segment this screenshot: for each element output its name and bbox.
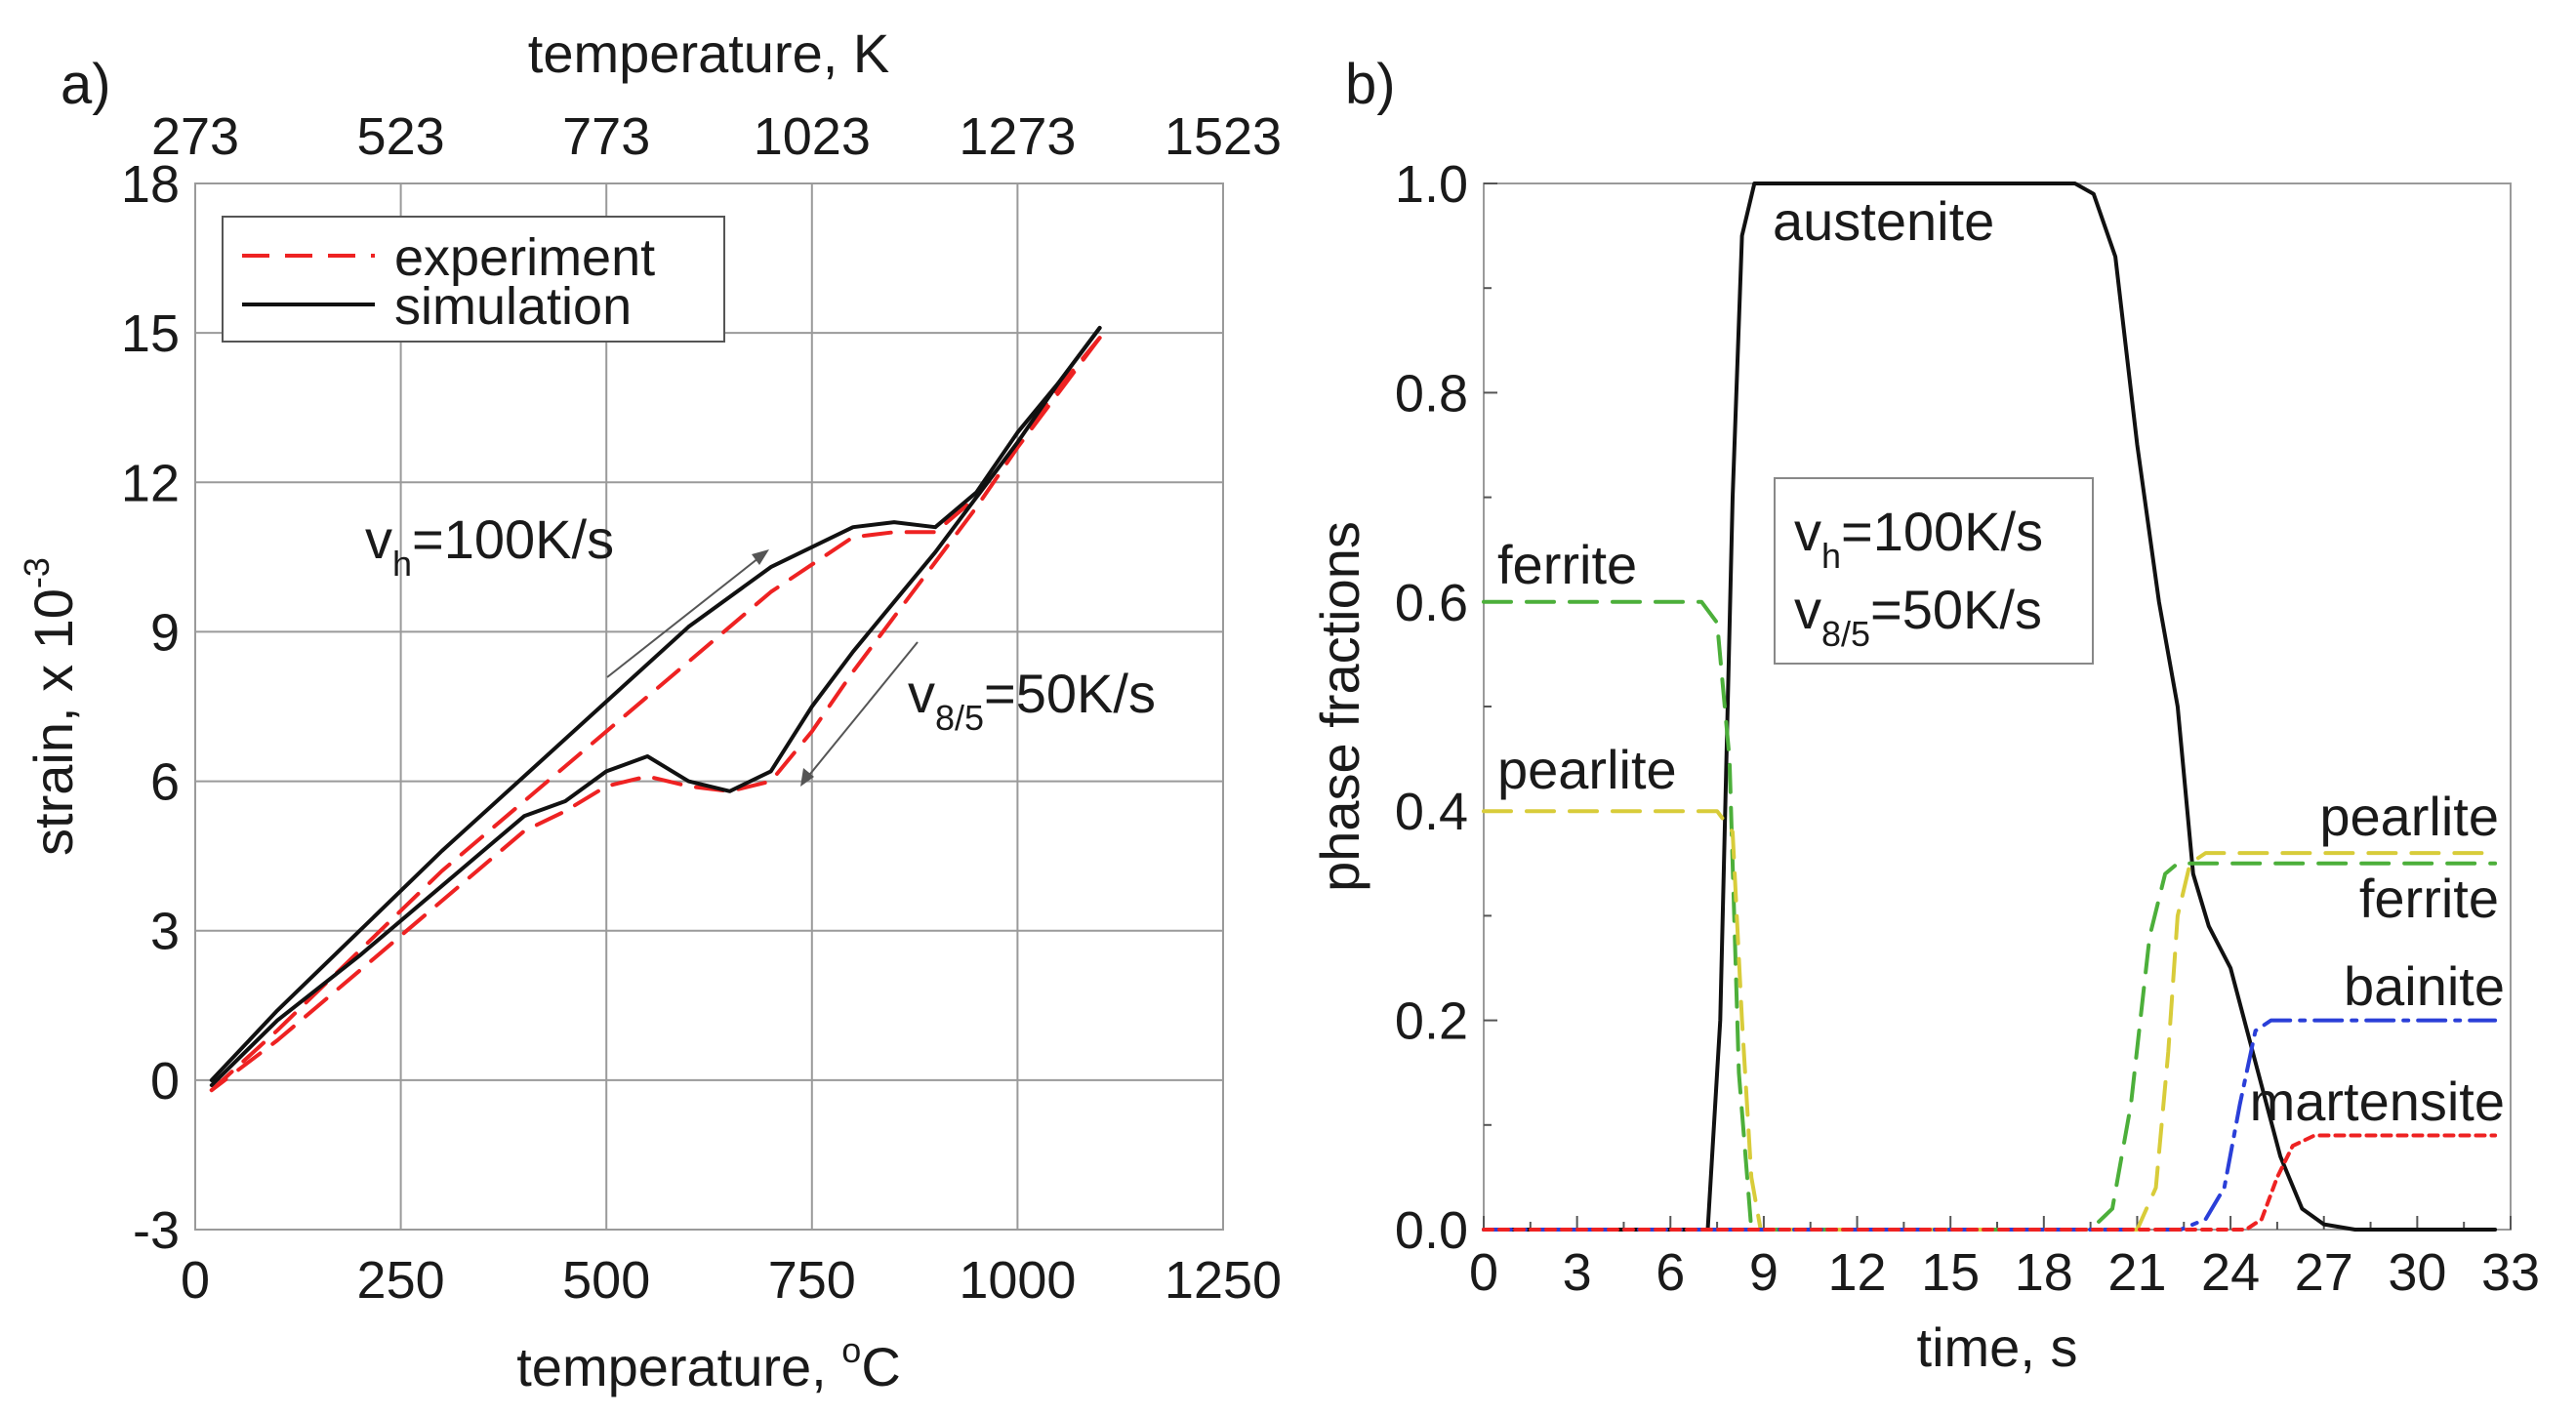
- panel-b-ylabel: phase fractions: [1309, 521, 1370, 892]
- panel-a-series-experiment: [209, 336, 1102, 1093]
- panel-a-series: [209, 326, 1102, 1093]
- panel-a-xtick-label: 1000: [959, 1251, 1076, 1310]
- label-martensite: martensite: [2250, 1071, 2505, 1132]
- panel-b-xlabel: time, s: [1917, 1316, 2078, 1378]
- panel-a-series-simulation: [209, 326, 1102, 1087]
- panel-a-ytick-label: 18: [121, 155, 180, 214]
- panel-b-series-austenite: [1482, 182, 2498, 1232]
- label-pearlite-initial: pearlite: [1497, 739, 1677, 800]
- panel-a-xtick-label: 500: [562, 1251, 650, 1310]
- panel-a-ytick-label: -3: [133, 1201, 180, 1260]
- panel-a-top-xlabel: temperature, K: [528, 22, 889, 84]
- panel-a-ytick-label: 0: [150, 1052, 180, 1111]
- panel-a-top-xtick-label: 1023: [754, 107, 871, 166]
- panel-a-top-xtick-label: 773: [562, 107, 650, 166]
- panel-a-ytick-label: 6: [150, 753, 180, 812]
- panel-a-ytick-label: 12: [121, 454, 180, 512]
- panel-b-series-ferrite: [1482, 599, 2498, 1232]
- panel-b-series-bainite: [1482, 1018, 2498, 1232]
- panel-a-xlabel: temperature, oC: [516, 1330, 901, 1397]
- heating-rate-annotation: vh=100K/s: [365, 508, 614, 584]
- panel-b-series-pearlite: [1482, 809, 2498, 1232]
- label-ferrite-initial: ferrite: [1497, 534, 1637, 595]
- panel-b-ticks: 0 3 6 9 12 15 18 21 24 27 30 33 0.0 0.2 0.4 0.6 0.8 1.0: [1395, 155, 2540, 1302]
- legend-box: [222, 216, 725, 343]
- panel-b-ytick-label: 0.6: [1395, 574, 1468, 632]
- panel-b-xtick-label: 27: [2295, 1243, 2353, 1302]
- panel-a-xtick-label: 250: [357, 1251, 445, 1310]
- label-ferrite-final: ferrite: [2359, 868, 2499, 929]
- panel-b-xtick-label: 0: [1469, 1243, 1498, 1302]
- panel-b-xtick-label: 24: [2201, 1243, 2260, 1302]
- panel-b-ytick-label: 1.0: [1395, 155, 1468, 214]
- panel-b-xtick-label: 21: [2107, 1243, 2166, 1302]
- panel-b-series: [1482, 182, 2498, 1232]
- panel-a-top-xtick-label: 1523: [1165, 107, 1282, 166]
- panel-a-frame: [194, 182, 1224, 1231]
- heating-arrow: [606, 549, 769, 678]
- panel-a-top-xtick-label: 523: [357, 107, 445, 166]
- panel-b-xtick-label: 3: [1563, 1243, 1592, 1302]
- panel-b-xtick-label: 12: [1828, 1243, 1887, 1302]
- panel-b-ytick-label: 0.2: [1395, 992, 1468, 1051]
- panel-b-info-box: vh=100K/s v8/5=50K/s: [1774, 477, 2094, 665]
- panel-a-series-simulation: [209, 326, 1102, 1082]
- panel-b-label: b): [1345, 53, 1396, 116]
- panel-a-xtick-label: 1250: [1165, 1251, 1282, 1310]
- panel-a-top-xtick-label: 1273: [959, 107, 1076, 166]
- panel-a-top-xtick-label: 273: [151, 107, 239, 166]
- legend-experiment-label: experiment: [394, 228, 655, 287]
- label-bainite: bainite: [2344, 955, 2505, 1017]
- panel-b-series-martensite: [1482, 1133, 2498, 1232]
- panel-a-ytick-label: 9: [150, 603, 180, 662]
- panel-a-label: a): [61, 53, 111, 116]
- panel-b-xtick-label: 30: [2388, 1243, 2446, 1302]
- panel-a-xtick-label: 750: [768, 1251, 856, 1310]
- panel-a-ylabel: strain, x 10-3: [17, 557, 84, 856]
- cooling-rate-annotation: v8/5=50K/s: [908, 663, 1156, 738]
- info-heating-rate: vh=100K/s: [1794, 501, 2043, 576]
- panel-a-legend: experiment simulation: [222, 216, 725, 343]
- label-austenite: austenite: [1773, 190, 1994, 252]
- panel-a-ytick-label: 3: [150, 903, 180, 961]
- panel-a-ticks: 0 273 250 523 500 773 750 1023 1000 1273 1250 1523 -…: [121, 107, 1282, 1310]
- panel-b-ytick-label: 0.4: [1395, 783, 1468, 841]
- label-pearlite-final: pearlite: [2319, 786, 2499, 847]
- legend-simulation-label: simulation: [394, 277, 632, 336]
- panel-b-xtick-label: 33: [2481, 1243, 2540, 1302]
- panel-b-xtick-label: 6: [1656, 1243, 1685, 1302]
- panel-b-xtick-label: 18: [2015, 1243, 2073, 1302]
- panel-b-xtick-label: 15: [1921, 1243, 1980, 1302]
- cooling-arrow: [800, 641, 919, 787]
- info-cooling-rate: v8/5=50K/s: [1794, 579, 2042, 654]
- panel-a-ytick-label: 15: [121, 304, 180, 363]
- panel-b-ytick-label: 0.8: [1395, 364, 1468, 423]
- panel-a-xtick-label: 0: [181, 1251, 210, 1310]
- panel-b-xtick-label: 9: [1749, 1243, 1779, 1302]
- panel-b-ytick-label: 0.0: [1395, 1201, 1468, 1260]
